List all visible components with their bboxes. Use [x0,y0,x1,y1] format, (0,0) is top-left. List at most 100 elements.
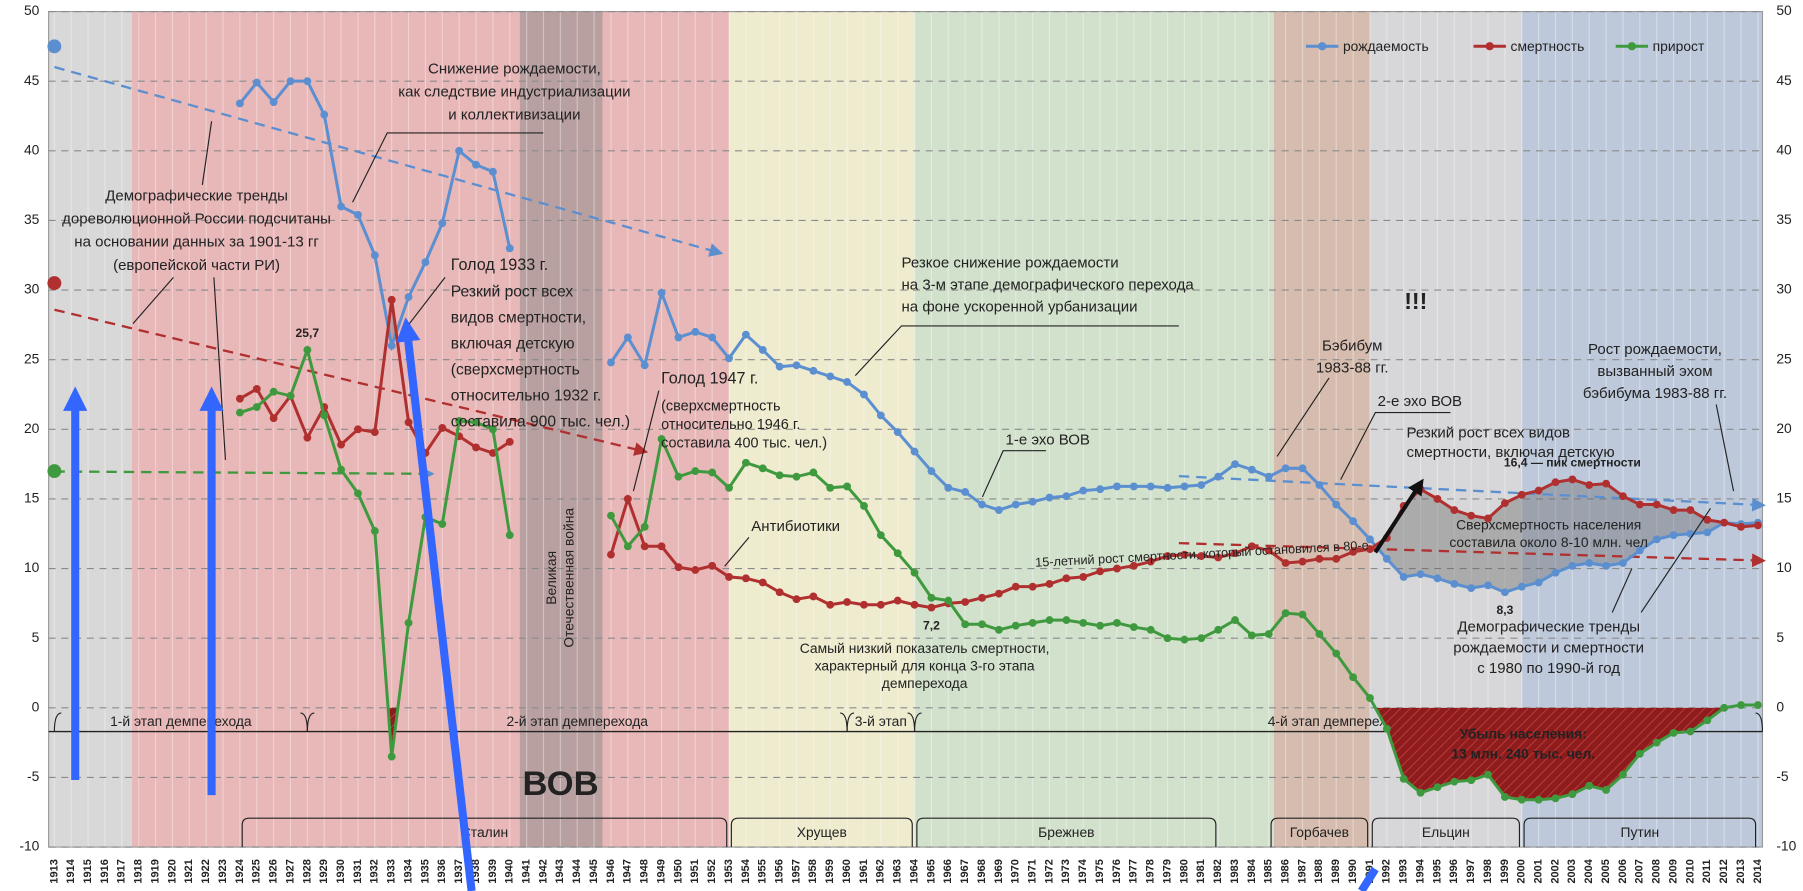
data-point [387,752,396,761]
data-point [1214,472,1223,481]
legend-swatch-dot [1485,42,1494,51]
x-tick-label: 1951 [689,859,701,883]
leader-line [132,276,174,324]
data-point [1382,724,1391,733]
x-tick-label: 1959 [824,859,836,883]
data-point [876,411,885,420]
data-point [1500,793,1509,801]
data-point [1113,618,1121,627]
data-point [978,593,986,602]
x-tick-label: 1923 [217,859,229,883]
annotation-text: Демографические тренды [1457,618,1640,635]
annotation-text: Рост рождаемости, [1588,341,1722,358]
data-point [1163,552,1172,560]
annotation: ВОВ [523,765,599,803]
annotation-text: составила 400 тыс. чел.) [661,436,827,452]
x-tick-label: 1943 [554,859,566,883]
data-point [1045,579,1054,588]
x-tick-label: 1925 [251,859,263,883]
data-point [1045,493,1054,502]
data-point [1652,738,1661,747]
data-point [758,578,767,587]
data-point [1231,549,1239,558]
era-band [729,11,915,848]
data-point [826,483,835,492]
data-point [1399,774,1408,783]
y-tick-label-right: 50 [1776,2,1792,18]
data-point [438,219,447,228]
annotation-text: Великая [543,551,559,605]
data-point [1315,481,1324,489]
overmortality-shade [1375,479,1725,593]
x-tick-label: 1924 [234,858,246,883]
y-tick-label: 45 [24,72,40,88]
data-point [1214,625,1223,634]
value-label: 7,2 [923,618,940,632]
data-point [1635,749,1644,758]
x-tick-label: 1997 [1465,859,1477,883]
x-tick-label: 1999 [1499,859,1511,883]
data-point [404,418,413,427]
annotation: Демографические тренды дореволюционной Ро… [62,187,331,273]
annotation-text: Демографические тренды [105,187,288,204]
trend-line [54,466,435,481]
data-point [1214,553,1223,562]
x-tick-label: 1927 [284,859,296,883]
y-tick-label-right: 0 [1776,698,1784,714]
annotation-text: на фоне ускоренной урбанизации [902,298,1138,315]
data-point [1366,545,1374,554]
x-tick-label: 1942 [537,859,549,883]
data-point [1635,500,1644,509]
annotation-text: Голод 1933 г. [451,256,548,274]
x-tick-label: 2005 [1600,859,1612,883]
x-tick-label: 1926 [268,859,280,883]
data-point [1619,559,1627,567]
y-tick-label-right: 15 [1776,490,1792,506]
data-point [640,542,649,551]
ruler-bracket [916,817,1217,848]
annotation-text: Убыль населения: [1460,726,1587,742]
data-point [1247,542,1256,551]
leader-line [1611,568,1633,613]
annotation: Убыль населения: 13 млн. 240 тыс. чел. [1451,726,1595,762]
x-tick-label: 1975 [1094,859,1106,883]
x-tick-label: 1918 [133,859,145,883]
data-point [1585,559,1594,567]
data-point [893,428,902,437]
x-tick-label: 1933 [386,859,398,883]
y-tick-label: 35 [24,211,40,227]
ruler-bracket [730,817,913,848]
data-point [1096,567,1105,576]
stage-bracket [913,712,1764,732]
overlay-arrow [1358,866,1379,891]
data-point [1079,486,1088,495]
data-point [1011,621,1020,630]
data-point [1703,528,1712,537]
data-point [488,167,497,176]
annotation-text: включая детскую [451,336,575,353]
ruler-bracket [241,817,728,848]
data-point [674,472,683,481]
annotation: (сверхсмертность относительно 1946 г. сост… [661,399,827,452]
data-point [640,361,649,370]
data-point [1433,783,1442,792]
x-tick-label: 1983 [1229,859,1241,883]
decline-shade [1375,707,1725,800]
data-point [674,333,683,342]
y-tick-label-right: 25 [1776,350,1792,366]
value-label: 25,7 [296,326,320,340]
data-point [623,333,632,342]
x-tick-label: 1961 [858,859,870,883]
x-tick-label: 1984 [1246,858,1258,883]
stage-label: 4-й этап демперехода [1268,713,1410,729]
annotation: 1-е эхо ВОВ [1006,431,1090,448]
data-point [944,483,953,492]
data-point [1602,561,1611,570]
data-point [741,458,750,467]
leader-line [201,121,213,185]
data-point [1079,573,1088,581]
data-point [1467,511,1476,520]
x-tick-label: 1996 [1448,859,1460,883]
x-tick-label: 2013 [1735,859,1747,883]
data-point [1298,610,1307,619]
